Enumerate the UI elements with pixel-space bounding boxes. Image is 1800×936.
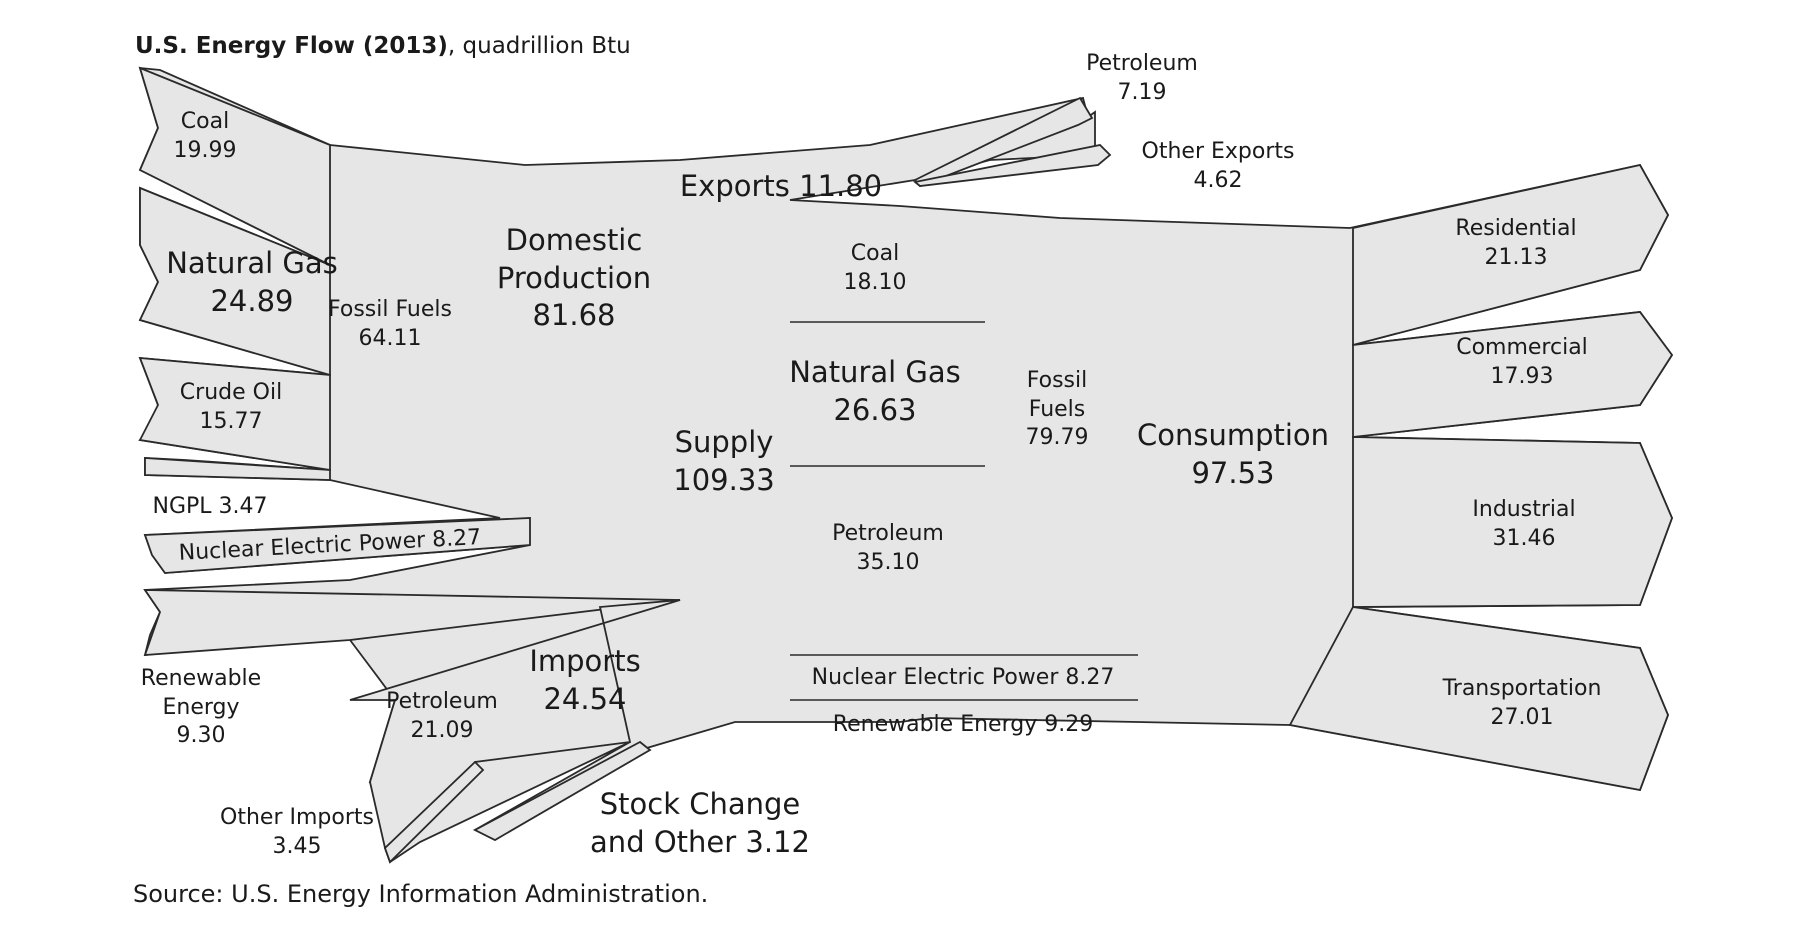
mix-renewable-text: Renewable Energy 9.29 (832, 712, 1094, 737)
mix-coal-value: 18.10 (843, 269, 907, 295)
crude-oil-source-label: Crude Oil 15.77 (180, 379, 282, 436)
imports-value: 24.54 (543, 681, 627, 716)
exports-text: Exports 11.80 (679, 169, 883, 203)
consumption-label: Consumption 97.53 (1137, 417, 1329, 492)
imports-petroleum-name: Petroleum (386, 689, 498, 714)
industrial-value: 31.46 (1492, 525, 1556, 551)
transportation-value: 27.01 (1490, 704, 1554, 730)
natural-gas-source-name: Natural Gas (166, 246, 338, 280)
imports-petroleum-value: 21.09 (410, 717, 474, 743)
crude-oil-source-value: 15.77 (199, 408, 263, 434)
industrial-arrow (1352, 436, 1673, 608)
domestic-production-line2: Production (496, 260, 652, 295)
fossil-fuels-source-name: Fossil Fuels (328, 297, 452, 322)
mix-renewable-label: Renewable Energy 9.29 (833, 711, 1093, 740)
mix-natural-gas-name: Natural Gas (789, 355, 961, 389)
title-units: , quadrillion Btu (447, 33, 631, 59)
crude-oil-source-arrow (138, 356, 331, 472)
petroleum-exports-label: Petroleum 7.19 (1086, 50, 1198, 107)
transportation-arrow (1288, 606, 1669, 792)
transportation-label: Transportation 27.01 (1443, 675, 1602, 732)
supply-value: 109.33 (673, 462, 775, 497)
industrial-name: Industrial (1472, 497, 1576, 522)
imports-petroleum-label: Petroleum 21.09 (386, 688, 498, 745)
transportation-name: Transportation (1442, 676, 1602, 701)
ngpl-source-text: NGPL 3.47 (152, 494, 268, 519)
commercial-value: 17.93 (1490, 363, 1554, 389)
renewable-source-line2: Energy (162, 694, 240, 720)
other-exports-label: Other Exports 4.62 (1142, 138, 1295, 195)
mix-petroleum-label: Petroleum 35.10 (832, 520, 944, 577)
supply-name: Supply (674, 425, 774, 459)
imports-name: Imports (529, 644, 641, 678)
natural-gas-source-arrow (138, 186, 331, 377)
industrial-label: Industrial 31.46 (1472, 496, 1575, 553)
fossil-fuels-source-value: 64.11 (358, 325, 422, 351)
other-imports-value: 3.45 (272, 833, 322, 859)
mix-fossil-fuels-value: 79.79 (1025, 425, 1089, 451)
mix-coal-name: Coal (850, 241, 900, 266)
petroleum-exports-name: Petroleum (1086, 51, 1198, 76)
renewable-source-label: Renewable Energy 9.30 (141, 665, 261, 751)
commercial-arrow (1352, 311, 1674, 439)
residential-label: Residential 21.13 (1455, 215, 1576, 272)
imports-label: Imports 24.54 (529, 643, 640, 718)
renewable-source-value: 9.30 (176, 723, 226, 749)
domestic-production-line1: Domestic (505, 223, 643, 257)
consumption-value: 97.53 (1191, 455, 1275, 490)
stock-change-line1: Stock Change (599, 787, 801, 821)
commercial-label: Commercial 17.93 (1456, 334, 1588, 391)
fossil-fuels-source-label: Fossil Fuels 64.11 (328, 296, 452, 353)
exports-label: Exports 11.80 (680, 168, 882, 206)
mix-fossil-fuels-line1: Fossil (1026, 368, 1088, 393)
other-imports-label: Other Imports 3.45 (220, 804, 374, 861)
coal-source-label: Coal 19.99 (174, 108, 237, 165)
ngpl-source-arrow (144, 457, 331, 481)
commercial-name: Commercial (1456, 335, 1588, 360)
supply-label: Supply 109.33 (673, 424, 774, 499)
other-exports-name: Other Exports (1141, 139, 1295, 164)
ngpl-source-label: NGPL 3.47 (152, 493, 267, 522)
renewable-source-line1: Renewable (140, 666, 262, 691)
mix-coal-label: Coal 18.10 (844, 240, 907, 297)
other-imports-arrow (383, 760, 485, 864)
mix-nuclear-label: Nuclear Electric Power 8.27 (812, 664, 1115, 693)
mix-petroleum-value: 35.10 (856, 549, 920, 575)
diagram-title: U.S. Energy Flow (2013), quadrillion Btu (135, 33, 631, 59)
mix-natural-gas-label: Natural Gas 26.63 (789, 354, 961, 429)
renewable-source-arrow (143, 589, 681, 656)
mix-fossil-fuels-label: Fossil Fuels 79.79 (1026, 367, 1089, 453)
stock-change-arrow (473, 740, 652, 842)
mix-fossil-fuels-line2: Fuels (1028, 396, 1086, 422)
residential-name: Residential (1455, 216, 1577, 241)
other-exports-arrow (912, 144, 1112, 187)
mix-nuclear-text: Nuclear Electric Power 8.27 (811, 665, 1115, 690)
natural-gas-source-value: 24.89 (210, 283, 294, 318)
stock-change-label: Stock Change and Other 3.12 (590, 786, 810, 861)
petroleum-exports-value: 7.19 (1117, 79, 1167, 105)
stock-change-line2: and Other 3.12 (590, 824, 810, 859)
title-bold: U.S. Energy Flow (2013) (135, 33, 448, 59)
nuclear-source-arrow (143, 517, 531, 574)
domestic-production-value: 81.68 (532, 298, 616, 333)
residential-value: 21.13 (1484, 244, 1548, 270)
coal-source-value: 19.99 (173, 137, 237, 163)
coal-source-name: Coal (180, 109, 230, 134)
consumption-name: Consumption (1136, 418, 1330, 452)
natural-gas-source-label: Natural Gas 24.89 (166, 245, 338, 320)
coal-source-arrow (138, 66, 331, 267)
domestic-production-label: Domestic Production 81.68 (497, 222, 651, 335)
mix-petroleum-name: Petroleum (832, 521, 944, 546)
other-exports-value: 4.62 (1193, 167, 1243, 193)
crude-oil-source-name: Crude Oil (179, 380, 283, 405)
source-note: Source: U.S. Energy Information Administ… (133, 880, 709, 908)
residential-arrow (1352, 163, 1670, 347)
mix-natural-gas-value: 26.63 (833, 392, 917, 427)
other-imports-name: Other Imports (220, 805, 374, 830)
